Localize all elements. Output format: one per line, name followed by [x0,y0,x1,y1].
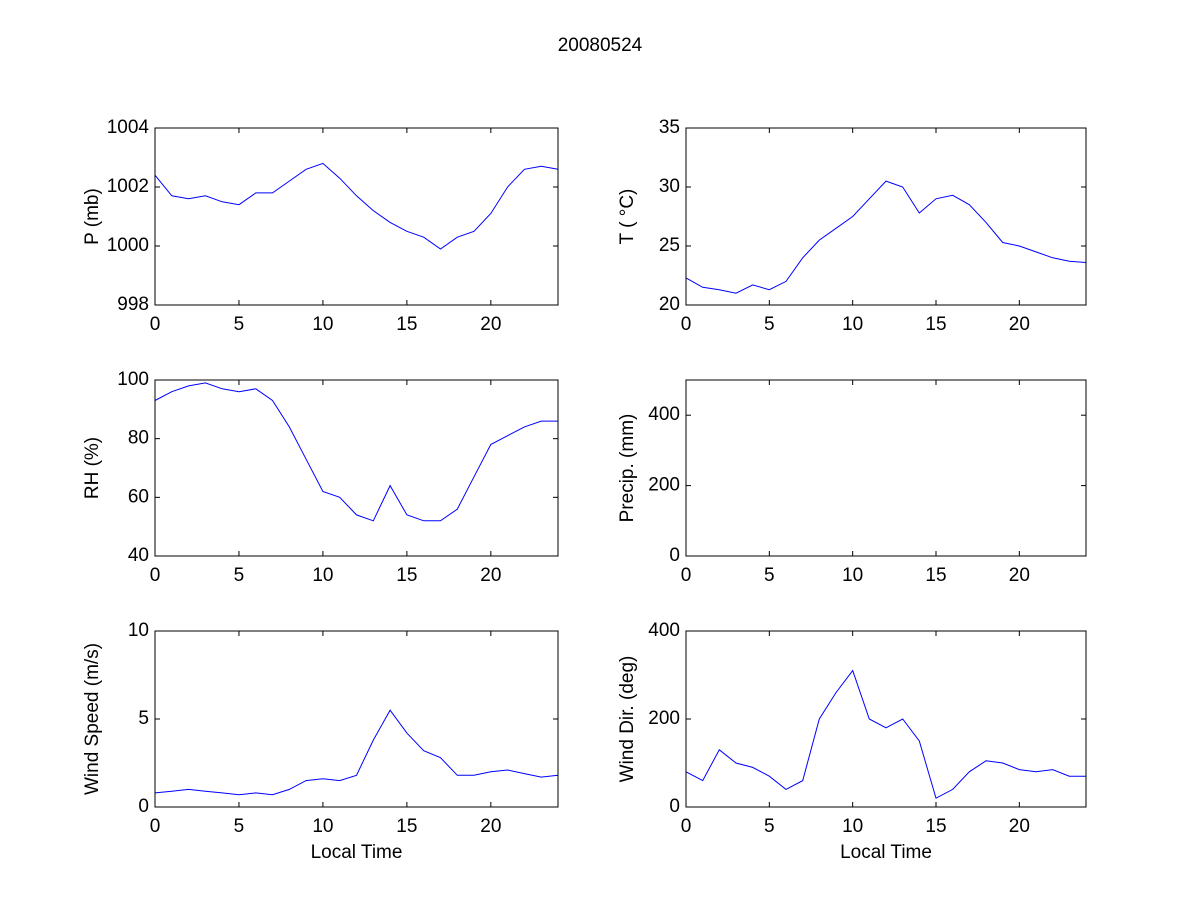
y-axis-label: Wind Dir. (deg) [617,656,638,783]
data-line [154,709,559,796]
y-axis-label: Wind Speed (m/s) [82,643,103,795]
x-tick-label: 5 [764,816,775,837]
x-tick-label: 15 [925,816,946,837]
axes-box [154,127,559,306]
y-tick-label: 40 [128,545,149,566]
x-tick-label: 0 [150,314,161,335]
axes-box [685,379,1087,557]
data-line [154,382,558,522]
figure-title: 20080524 [558,35,643,56]
y-tick-label: 400 [648,404,680,425]
x-tick-label: 15 [925,314,946,335]
axes-box [685,127,1087,306]
y-tick-label: 35 [659,117,680,138]
y-axis-label: Precip. (mm) [617,414,638,523]
x-tick-label: 20 [1009,816,1030,837]
y-axis-label: P (mb) [82,188,103,245]
x-tick-label: 10 [312,565,333,586]
y-tick-label: 1000 [107,235,149,256]
axes-box [685,630,1087,808]
y-tick-label: 0 [669,796,680,817]
x-tick-label: 5 [234,314,245,335]
x-tick-label: 20 [1009,565,1030,586]
y-axis-label: T ( °C) [617,189,638,245]
data-line [154,162,559,250]
y-tick-label: 200 [648,708,680,729]
data-line [685,180,1087,294]
x-tick-label: 10 [312,816,333,837]
x-tick-label: 0 [681,816,692,837]
y-tick-label: 80 [128,428,149,449]
x-tick-label: 5 [764,314,775,335]
x-axis-label: Local Time [840,842,932,863]
x-axis-label: Local Time [311,842,403,863]
x-tick-label: 20 [480,565,501,586]
x-tick-label: 10 [312,314,333,335]
axes-box [154,630,559,808]
x-tick-label: 10 [842,314,863,335]
x-tick-label: 20 [480,314,501,335]
x-tick-label: 5 [764,565,775,586]
x-tick-label: 5 [234,816,245,837]
x-tick-label: 15 [396,314,417,335]
y-tick-label: 0 [669,545,680,566]
x-tick-label: 20 [480,816,501,837]
y-tick-label: 1002 [107,176,149,197]
y-tick-label: 400 [648,620,680,641]
y-tick-label: 60 [128,486,149,507]
x-tick-label: 0 [150,565,161,586]
x-tick-label: 15 [396,565,417,586]
x-tick-label: 0 [681,314,692,335]
x-tick-label: 20 [1009,314,1030,335]
y-tick-label: 20 [659,294,680,315]
x-tick-label: 10 [842,565,863,586]
y-tick-label: 5 [138,708,149,729]
y-tick-label: 0 [138,796,149,817]
x-tick-label: 0 [681,565,692,586]
data-line [685,669,1086,799]
x-tick-label: 5 [234,565,245,586]
x-tick-label: 15 [396,816,417,837]
y-tick-label: 998 [117,294,149,315]
x-tick-label: 10 [842,816,863,837]
y-tick-label: 30 [659,176,680,197]
y-tick-label: 10 [128,620,149,641]
y-tick-label: 1004 [107,117,150,138]
y-axis-label: RH (%) [82,437,103,499]
y-tick-label: 100 [117,369,149,390]
axes-box [154,379,559,557]
y-tick-label: 200 [648,475,680,496]
x-tick-label: 15 [925,565,946,586]
y-tick-label: 25 [659,235,680,256]
x-tick-label: 0 [150,816,161,837]
